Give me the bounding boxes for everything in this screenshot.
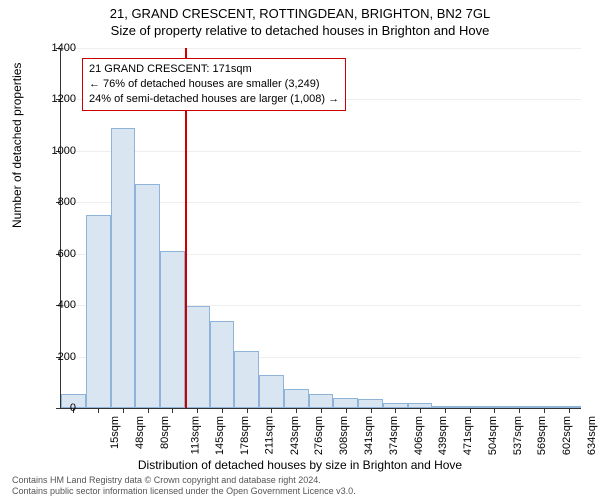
x-tick (197, 408, 198, 413)
footer-attribution: Contains HM Land Registry data © Crown c… (12, 475, 356, 497)
x-tick (123, 408, 124, 413)
x-tick-label: 602sqm (561, 416, 573, 455)
histogram-bar (210, 321, 235, 408)
histogram-bar (185, 306, 210, 408)
footer-line-1: Contains HM Land Registry data © Crown c… (12, 475, 356, 486)
x-tick (494, 408, 495, 413)
y-tick-label: 1200 (36, 93, 76, 105)
x-tick (445, 408, 446, 413)
chart-container: 21, GRAND CRESCENT, ROTTINGDEAN, BRIGHTO… (0, 0, 600, 500)
histogram-bar (111, 128, 136, 408)
x-tick (296, 408, 297, 413)
histogram-bar (309, 394, 334, 408)
histogram-bar (284, 389, 309, 408)
grid-line (61, 151, 581, 152)
title-sub: Size of property relative to detached ho… (0, 23, 600, 38)
x-tick (569, 408, 570, 413)
x-tick-label: 80sqm (159, 416, 171, 449)
x-tick-label: 145sqm (215, 416, 227, 455)
histogram-bar (259, 375, 284, 408)
x-tick (371, 408, 372, 413)
x-tick (346, 408, 347, 413)
histogram-bar (135, 184, 160, 408)
annotation-line: 24% of semi-detached houses are larger (… (89, 92, 339, 107)
annotation-line: ← 76% of detached houses are smaller (3,… (89, 77, 339, 92)
title-block: 21, GRAND CRESCENT, ROTTINGDEAN, BRIGHTO… (0, 0, 600, 38)
x-tick (222, 408, 223, 413)
annotation-line: 21 GRAND CRESCENT: 171sqm (89, 62, 339, 77)
x-tick-label: 308sqm (338, 416, 350, 455)
histogram-bar (358, 399, 383, 408)
x-axis-label: Distribution of detached houses by size … (0, 458, 600, 472)
histogram-bar (86, 215, 111, 408)
x-tick-label: 504sqm (487, 416, 499, 455)
y-tick-label: 600 (36, 248, 76, 260)
grid-line (61, 48, 581, 49)
histogram-bar (234, 351, 259, 408)
y-tick-label: 1400 (36, 42, 76, 54)
x-tick (98, 408, 99, 413)
x-tick (148, 408, 149, 413)
x-tick (420, 408, 421, 413)
x-tick (271, 408, 272, 413)
x-tick-label: 15sqm (109, 416, 121, 449)
x-tick-label: 113sqm (189, 416, 201, 454)
y-axis-label: Number of detached properties (10, 63, 24, 228)
y-tick-label: 1000 (36, 145, 76, 157)
x-tick-label: 471sqm (462, 416, 474, 455)
x-tick (544, 408, 545, 413)
x-tick-label: 341sqm (363, 416, 375, 455)
x-tick-label: 178sqm (239, 416, 251, 455)
title-main: 21, GRAND CRESCENT, ROTTINGDEAN, BRIGHTO… (0, 6, 600, 21)
x-tick-label: 48sqm (134, 416, 146, 449)
x-tick-label: 243sqm (289, 416, 301, 455)
x-tick (321, 408, 322, 413)
y-tick-label: 800 (36, 196, 76, 208)
x-tick (172, 408, 173, 413)
x-tick-label: 439sqm (437, 416, 449, 455)
footer-line-2: Contains public sector information licen… (12, 486, 356, 497)
x-tick (519, 408, 520, 413)
x-tick-label: 276sqm (314, 416, 326, 455)
y-tick-label: 0 (36, 402, 76, 414)
x-tick-label: 374sqm (388, 416, 400, 455)
x-tick-label: 634sqm (586, 416, 598, 455)
x-tick-label: 537sqm (512, 416, 524, 455)
histogram-bar (160, 251, 185, 408)
x-tick (470, 408, 471, 413)
x-tick-label: 406sqm (413, 416, 425, 455)
x-tick (247, 408, 248, 413)
y-tick-label: 400 (36, 299, 76, 311)
histogram-bar (333, 398, 358, 408)
y-tick-label: 200 (36, 351, 76, 363)
x-tick-label: 569sqm (536, 416, 548, 455)
x-tick-label: 211sqm (263, 416, 275, 454)
x-tick (395, 408, 396, 413)
annotation-box: 21 GRAND CRESCENT: 171sqm← 76% of detach… (82, 58, 346, 111)
